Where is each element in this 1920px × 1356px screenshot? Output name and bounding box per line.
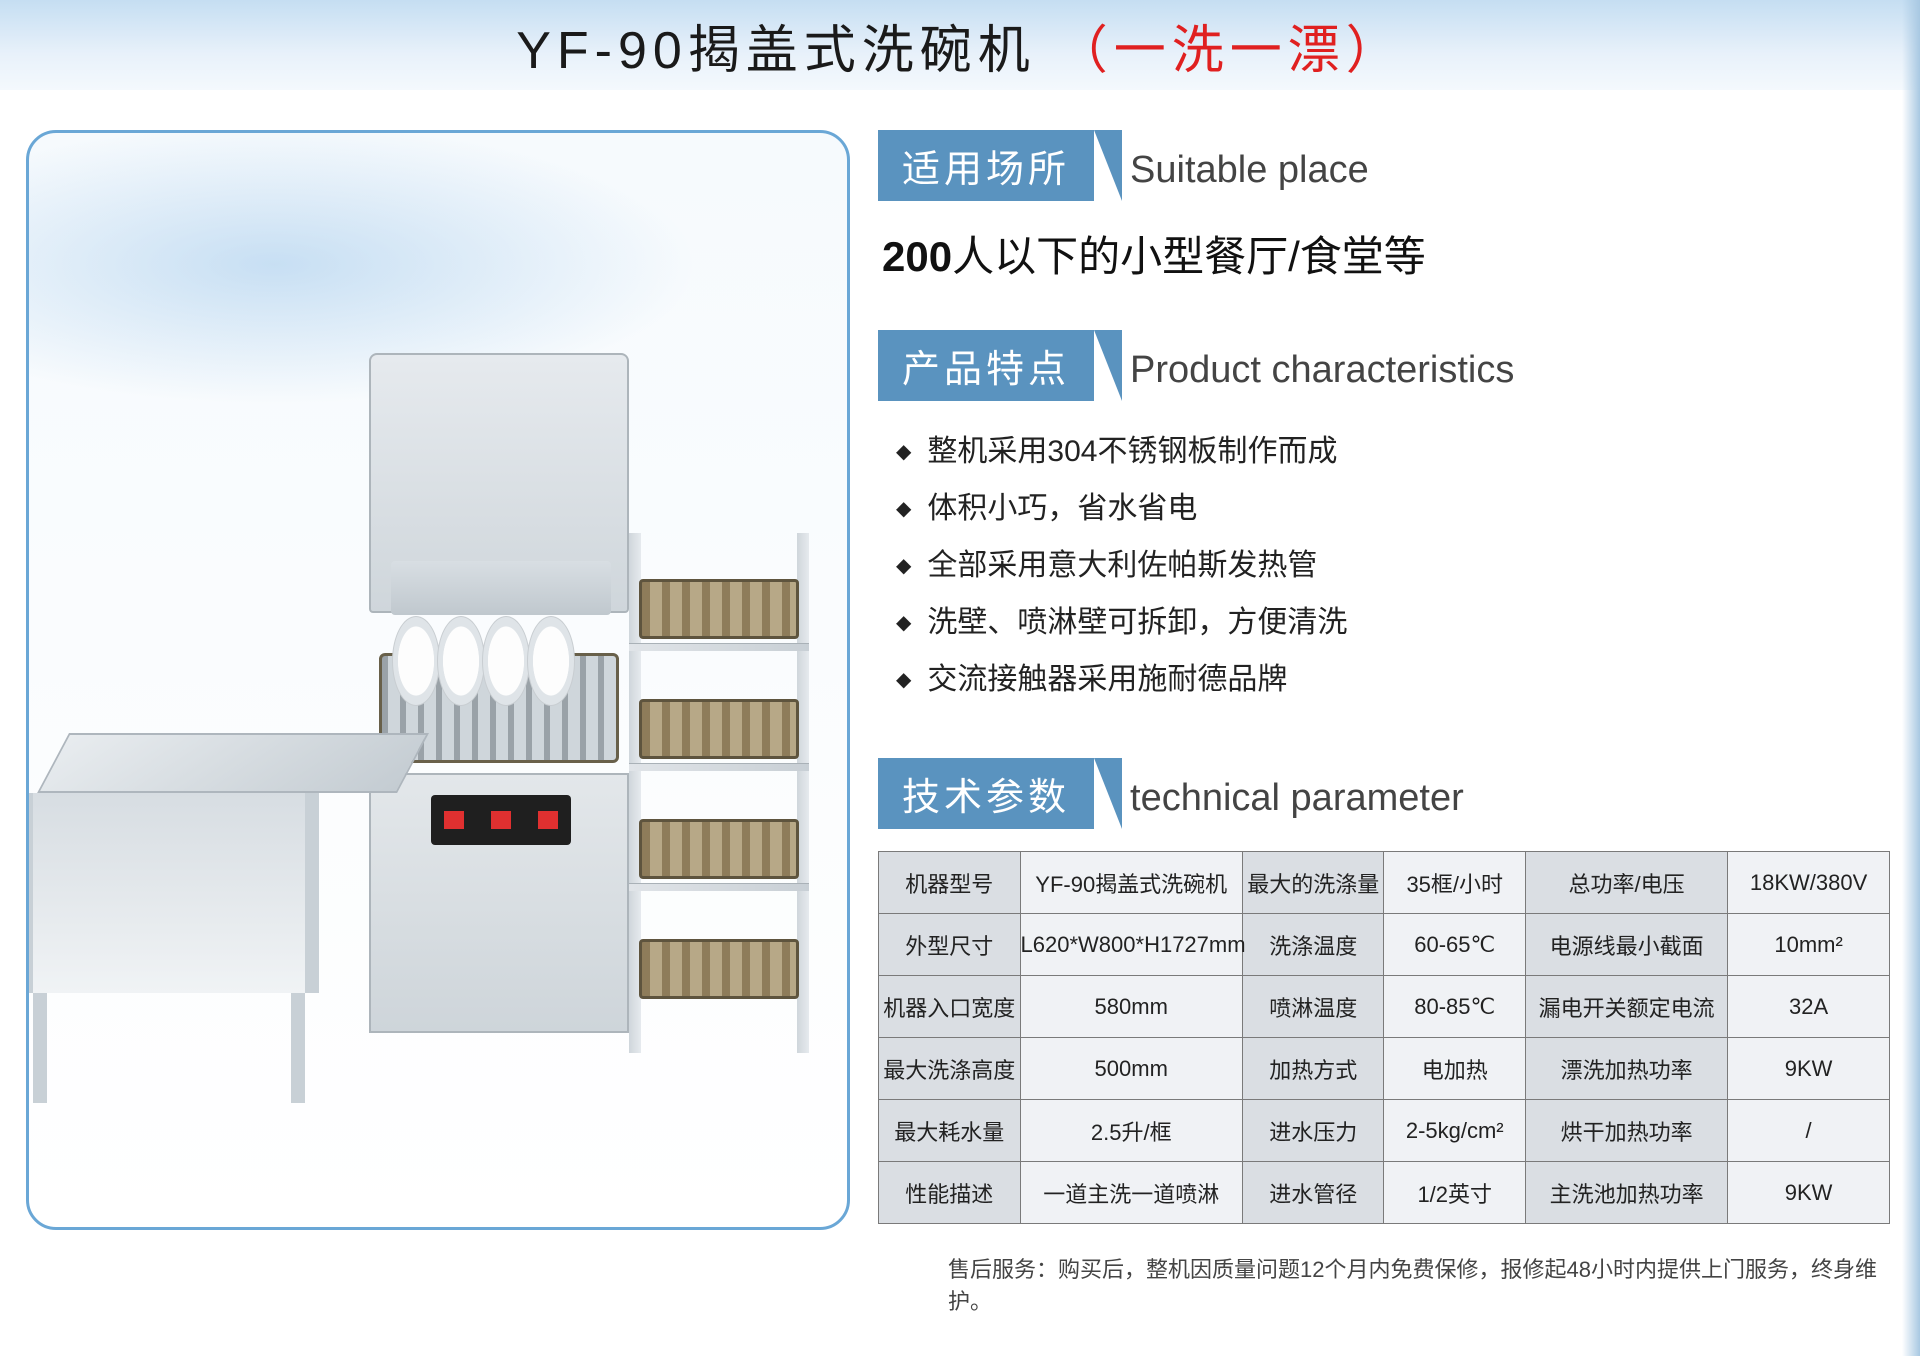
suitable-text-rest: 人以下的小型餐厅/食堂等 bbox=[952, 233, 1426, 280]
spec-value-cell: 10mm² bbox=[1728, 914, 1890, 976]
feature-list: 整机采用304不锈钢板制作而成 体积小巧，省水省电 全部采用意大利佐帕斯发热管 … bbox=[896, 423, 1890, 708]
footer-note: 售后服务：购买后，整机因质量问题12个月内免费保修，报修起48小时内提供上门服务… bbox=[878, 1252, 1890, 1316]
product-image-frame bbox=[26, 130, 850, 1230]
spec-value-cell: 电加热 bbox=[1384, 1038, 1526, 1100]
spec-value-cell: 1/2英寸 bbox=[1384, 1162, 1526, 1224]
feature-item: 洗壁、喷淋壁可拆卸，方便清洗 bbox=[896, 594, 1890, 651]
section-params-head: 技术参数 technical parameter bbox=[878, 758, 1890, 829]
spec-label-cell: 机器入口宽度 bbox=[879, 976, 1021, 1038]
spec-label-cell: 进水管径 bbox=[1242, 1162, 1384, 1224]
table-row: 最大耗水量2.5升/框进水压力2-5kg/cm²烘干加热功率/ bbox=[879, 1100, 1890, 1162]
spec-label-cell: 机器型号 bbox=[879, 852, 1021, 914]
feature-item-text: 交流接触器采用施耐德品牌 bbox=[927, 651, 1287, 708]
spec-label-cell: 烘干加热功率 bbox=[1526, 1100, 1728, 1162]
spec-label-cell: 加热方式 bbox=[1242, 1038, 1384, 1100]
feature-item: 整机采用304不锈钢板制作而成 bbox=[896, 423, 1890, 480]
spec-value-cell: 500mm bbox=[1020, 1038, 1242, 1100]
feature-item-text: 全部采用意大利佐帕斯发热管 bbox=[927, 537, 1317, 594]
suitable-text-strong: 200 bbox=[882, 233, 952, 280]
spec-value-cell: 9KW bbox=[1728, 1162, 1890, 1224]
page-title-main: YF-90揭盖式洗碗机 bbox=[516, 8, 1036, 83]
spec-value-cell: / bbox=[1728, 1100, 1890, 1162]
features-badge: 产品特点 bbox=[878, 330, 1094, 401]
spec-label-cell: 最大洗涤高度 bbox=[879, 1038, 1021, 1100]
spec-label-cell: 外型尺寸 bbox=[879, 914, 1021, 976]
spec-value-cell: YF-90揭盖式洗碗机 bbox=[1020, 852, 1242, 914]
spec-label-cell: 洗涤温度 bbox=[1242, 914, 1384, 976]
spec-label-cell: 最大耗水量 bbox=[879, 1100, 1021, 1162]
feature-item-text: 体积小巧，省水省电 bbox=[927, 480, 1197, 537]
page-title-sub: （一洗一漂） bbox=[1056, 8, 1404, 83]
spec-label-cell: 进水压力 bbox=[1242, 1100, 1384, 1162]
spec-table-body: 机器型号YF-90揭盖式洗碗机最大的洗涤量35框/小时总功率/电压18KW/38… bbox=[879, 852, 1890, 1224]
spec-value-cell: 60-65℃ bbox=[1384, 914, 1526, 976]
feature-item: 交流接触器采用施耐德品牌 bbox=[896, 651, 1890, 708]
spec-label-cell: 电源线最小截面 bbox=[1526, 914, 1728, 976]
dishwasher-illustration bbox=[69, 253, 809, 1153]
spec-value-cell: 32A bbox=[1728, 976, 1890, 1038]
suitable-text: 200人以下的小型餐厅/食堂等 bbox=[882, 223, 1890, 284]
side-shelf bbox=[629, 533, 809, 1053]
spec-label-cell: 总功率/电压 bbox=[1526, 852, 1728, 914]
content-row: 适用场所 Suitable place 200人以下的小型餐厅/食堂等 产品特点… bbox=[0, 90, 1920, 1316]
spec-label-cell: 漂洗加热功率 bbox=[1526, 1038, 1728, 1100]
spec-value-cell: 80-85℃ bbox=[1384, 976, 1526, 1038]
spec-label-cell: 主洗池加热功率 bbox=[1526, 1162, 1728, 1224]
table-row: 最大洗涤高度500mm加热方式电加热漂洗加热功率9KW bbox=[879, 1038, 1890, 1100]
feature-item-text: 洗壁、喷淋壁可拆卸，方便清洗 bbox=[927, 594, 1347, 651]
params-badge: 技术参数 bbox=[878, 758, 1094, 829]
spec-value-cell: 18KW/380V bbox=[1728, 852, 1890, 914]
spec-table: 机器型号YF-90揭盖式洗碗机最大的洗涤量35框/小时总功率/电压18KW/38… bbox=[878, 851, 1890, 1224]
spec-value-cell: L620*W800*H1727mm bbox=[1020, 914, 1242, 976]
spec-value-cell: 2-5kg/cm² bbox=[1384, 1100, 1526, 1162]
feature-item: 体积小巧，省水省电 bbox=[896, 480, 1890, 537]
spec-value-cell: 9KW bbox=[1728, 1038, 1890, 1100]
info-column: 适用场所 Suitable place 200人以下的小型餐厅/食堂等 产品特点… bbox=[878, 130, 1894, 1316]
params-en: technical parameter bbox=[1130, 777, 1464, 820]
spec-label-cell: 最大的洗涤量 bbox=[1242, 852, 1384, 914]
feature-item: 全部采用意大利佐帕斯发热管 bbox=[896, 537, 1890, 594]
suitable-badge: 适用场所 bbox=[878, 130, 1094, 201]
section-features-head: 产品特点 Product characteristics bbox=[878, 330, 1890, 401]
title-band: YF-90揭盖式洗碗机 （一洗一漂） bbox=[0, 0, 1920, 90]
spec-label-cell: 喷淋温度 bbox=[1242, 976, 1384, 1038]
suitable-en: Suitable place bbox=[1130, 149, 1369, 192]
table-row: 外型尺寸L620*W800*H1727mm洗涤温度60-65℃电源线最小截面10… bbox=[879, 914, 1890, 976]
table-row: 机器入口宽度580mm喷淋温度80-85℃漏电开关额定电流32A bbox=[879, 976, 1890, 1038]
spec-value-cell: 2.5升/框 bbox=[1020, 1100, 1242, 1162]
sink-table bbox=[69, 733, 429, 1033]
table-row: 性能描述一道主洗一道喷淋进水管径1/2英寸主洗池加热功率9KW bbox=[879, 1162, 1890, 1224]
features-en: Product characteristics bbox=[1130, 349, 1514, 392]
feature-item-text: 整机采用304不锈钢板制作而成 bbox=[927, 423, 1337, 480]
spec-label-cell: 漏电开关额定电流 bbox=[1526, 976, 1728, 1038]
spec-label-cell: 性能描述 bbox=[879, 1162, 1021, 1224]
section-suitable-head: 适用场所 Suitable place bbox=[878, 130, 1890, 201]
spec-value-cell: 一道主洗一道喷淋 bbox=[1020, 1162, 1242, 1224]
spec-value-cell: 35框/小时 bbox=[1384, 852, 1526, 914]
spec-value-cell: 580mm bbox=[1020, 976, 1242, 1038]
right-edge-gradient bbox=[1902, 0, 1920, 1356]
table-row: 机器型号YF-90揭盖式洗碗机最大的洗涤量35框/小时总功率/电压18KW/38… bbox=[879, 852, 1890, 914]
